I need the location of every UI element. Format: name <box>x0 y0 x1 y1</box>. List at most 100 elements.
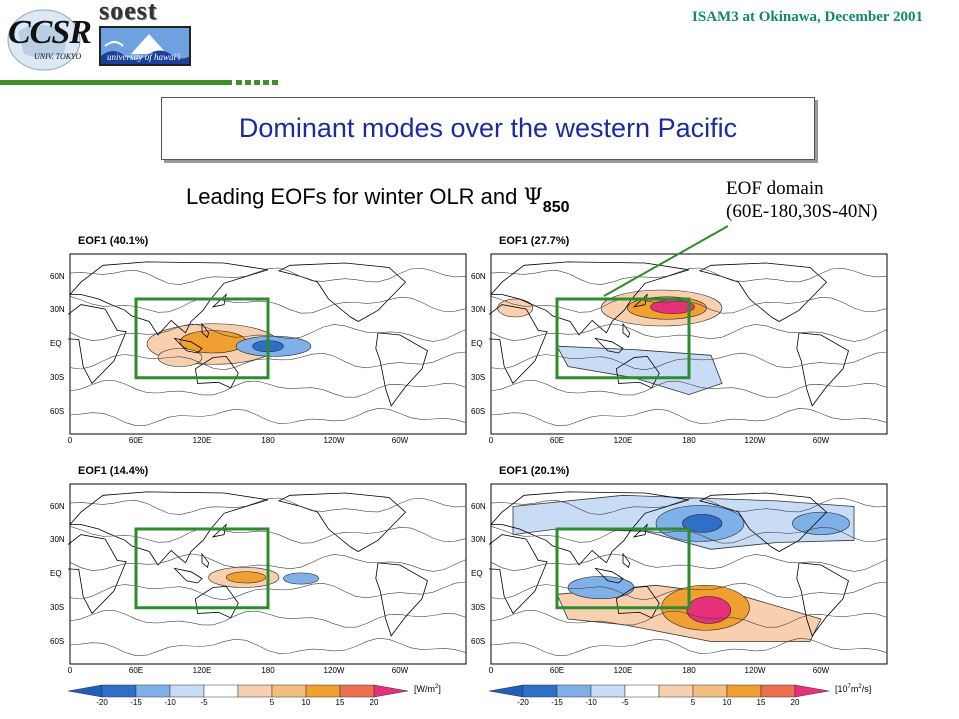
colorbar-unit: [W/m2] <box>414 684 441 694</box>
header-title: ISAM3 at Okinawa, December 2001 <box>692 9 923 25</box>
slide-title-box: Dominant modes over the western Pacific <box>161 97 815 160</box>
colorbar-swatch <box>339 684 375 698</box>
x-tick-label: 180 <box>682 666 696 675</box>
rule-dot <box>254 80 260 85</box>
psi-subscript: 850 <box>542 199 570 216</box>
subtitle-prefix: Leading EOFs for winter OLR and <box>186 184 524 209</box>
ccsr-logo-subtext: UNIV. TOKYO <box>34 52 82 61</box>
colorbar-swatch <box>373 684 408 698</box>
coastline <box>194 355 239 389</box>
panel-label: EOF1 (40.1%) <box>78 235 149 247</box>
colorbar-scale <box>489 684 829 698</box>
panel-olr-obs: EOF1 (40.1%) 60N 30N EQ 30S 60S 0 60E 120E 180 12… <box>50 234 468 445</box>
x-tick-label: 60W <box>391 436 409 445</box>
panel-psi-obs: EOF1 (27.7%) 60N 30N EQ 30S 60S 0 60E 120E 180 12… <box>471 234 889 445</box>
x-tick-label: 120W <box>323 436 345 445</box>
colorbar-swatch <box>624 684 660 698</box>
eof-map <box>68 483 467 665</box>
colorbar-tick-label: 15 <box>756 698 766 707</box>
slide-subtitle: Leading EOFs for winter OLR and Ψ850 <box>186 184 570 216</box>
colorbar-swatch <box>692 684 728 698</box>
x-tick-label: 120W <box>323 666 345 675</box>
coastline <box>277 262 407 322</box>
coastline <box>68 534 127 615</box>
x-tick-label: 120W <box>744 666 766 675</box>
x-tick-label: 60W <box>812 436 830 445</box>
slide-title: Dominant modes over the western Pacific <box>238 113 738 143</box>
y-tick-label: 60S <box>471 406 486 416</box>
psi-symbol: Ψ <box>523 185 543 210</box>
panel-label: EOF1 (20.1%) <box>499 465 570 477</box>
coastline <box>69 261 269 336</box>
colorbar-swatch <box>658 684 694 698</box>
colorbar-swatch <box>305 684 341 698</box>
volcano-wave-icon <box>101 28 189 64</box>
eof-map <box>489 483 888 665</box>
colorbar-swatch <box>237 684 273 698</box>
coastline <box>173 567 203 584</box>
colorbar-tick-label: 5 <box>269 698 275 707</box>
psi-negative-anomaly <box>556 345 723 396</box>
y-tick-label: 30N <box>471 305 486 315</box>
y-tick-label: 30S <box>50 372 65 382</box>
coastline <box>594 337 624 354</box>
eof-domain-line1: EOF domain <box>726 178 824 199</box>
x-tick-label: 120E <box>192 436 212 445</box>
x-tick-label: 0 <box>488 436 494 445</box>
colorbar-psi: -20 -15 -10 -5 5 10 15 20 [107m2/s] <box>489 684 909 712</box>
coastline <box>698 492 828 552</box>
olr-positive-anomaly <box>225 571 267 584</box>
olr-positive-anomaly <box>157 348 203 367</box>
colorbar-tick-label: -10 <box>164 698 176 707</box>
coastline <box>277 492 407 552</box>
coastline <box>615 355 660 389</box>
soest-emblem: university of hawai'i <box>99 26 191 66</box>
x-tick-label: 60W <box>812 666 830 675</box>
colorbar-swatch <box>101 684 137 698</box>
contour-line <box>69 637 467 657</box>
colorbar-swatch <box>489 684 524 698</box>
coastline <box>622 552 631 569</box>
y-tick-label: 30N <box>50 305 65 315</box>
psi-positive-anomaly <box>686 596 732 624</box>
coastline <box>698 262 828 322</box>
y-tick-label: 30S <box>50 602 65 612</box>
panel-label: EOF1 (27.7%) <box>499 235 570 247</box>
colorbar-tick-label: 20 <box>369 698 379 707</box>
olr-negative-anomaly <box>283 572 319 585</box>
colorbar-swatch <box>169 684 205 698</box>
eof-domain-line2: (60E-180,30S-40N) <box>726 201 878 222</box>
eof-map <box>489 253 888 435</box>
y-tick-label: 30N <box>50 535 65 545</box>
colorbar-tick-label: 10 <box>301 698 311 707</box>
y-tick-label: 30S <box>471 372 486 382</box>
colorbar-tick-label: -5 <box>621 698 629 707</box>
contour-line <box>69 610 467 628</box>
header-rule <box>0 80 232 85</box>
contour-line <box>490 497 888 515</box>
eof-map <box>68 253 467 435</box>
coastline <box>194 585 239 619</box>
x-tick-label: 120E <box>613 436 633 445</box>
x-tick-label: 60W <box>391 666 409 675</box>
soest-logo-subtext: university of hawai'i <box>107 52 181 62</box>
psi-negative-anomaly <box>682 514 723 533</box>
coastline <box>201 552 210 569</box>
colorbar-swatch <box>760 684 796 698</box>
x-tick-label: 180 <box>261 666 275 675</box>
y-tick-label: EQ <box>471 569 483 578</box>
contour-line <box>69 407 467 427</box>
contour-line <box>490 380 888 398</box>
y-tick-label: EQ <box>50 339 62 348</box>
x-tick-label: 60E <box>128 666 144 675</box>
colorbar-tick-label: -15 <box>130 698 142 707</box>
colorbar-unit: [107m2/s] <box>835 684 872 694</box>
x-tick-label: 0 <box>488 666 494 675</box>
contour-line <box>490 610 888 628</box>
contour-line <box>490 407 888 427</box>
colorbar-tick-label: 15 <box>335 698 345 707</box>
colorbar-swatch <box>203 684 239 698</box>
colorbar-swatch <box>556 684 592 698</box>
colorbar-tick-label: -20 <box>96 698 108 707</box>
colorbar-tick-label: 5 <box>690 698 696 707</box>
